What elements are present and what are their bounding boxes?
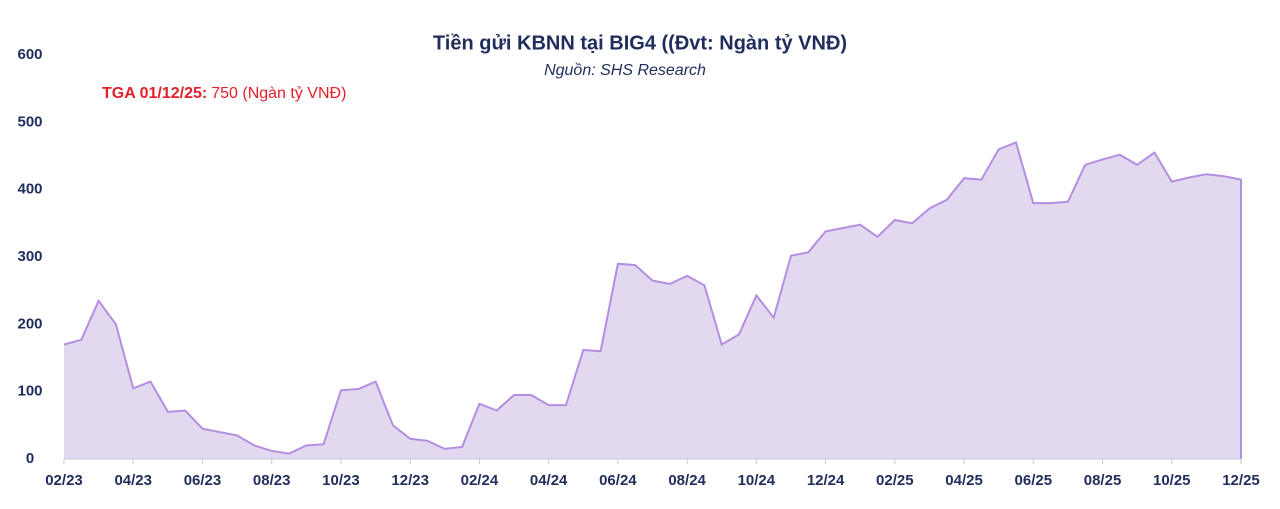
x-tick-label: 04/23	[114, 472, 152, 489]
x-tick-label: 10/23	[322, 472, 360, 489]
x-tick-label: 08/25	[1084, 472, 1122, 489]
x-tick-label: 02/24	[461, 472, 499, 489]
annotation-text: 750 (Ngàn tỷ VNĐ)	[211, 85, 346, 102]
area	[64, 142, 1241, 459]
y-tick-label: 500	[17, 113, 42, 130]
x-tick-label: 08/24	[668, 472, 706, 489]
annotation: TGA 01/12/25: 750 (Ngàn tỷ VNĐ)	[102, 85, 346, 102]
x-tick-label: 06/23	[184, 472, 222, 489]
annotation-label: TGA 01/12/25:	[102, 85, 207, 102]
y-tick-label: 100	[17, 383, 42, 400]
y-tick-label: 200	[17, 315, 42, 332]
x-tick-label: 04/25	[945, 472, 983, 489]
y-tick-label: 0	[26, 450, 34, 467]
x-tick-label: 10/24	[738, 472, 776, 489]
x-tick-label: 02/25	[876, 472, 914, 489]
x-tick-label: 12/25	[1222, 472, 1260, 489]
x-tick-label: 10/25	[1153, 472, 1191, 489]
x-tick-label: 12/24	[807, 472, 845, 489]
x-tick-label: 06/24	[599, 472, 637, 489]
chart-subtitle: Nguồn: SHS Research	[544, 62, 706, 79]
x-tick-label: 02/23	[45, 472, 83, 489]
x-tick-label: 08/23	[253, 472, 291, 489]
line	[63, 141, 1242, 459]
y-tick-label: 400	[17, 181, 42, 198]
y-tick-label: 600	[17, 46, 42, 63]
chart-title: Tiền gửi KBNN tại BIG4 ((Đvt: Ngàn tỷ VN…	[433, 32, 847, 54]
y-tick-label: 300	[17, 248, 42, 265]
x-tick-label: 04/24	[530, 472, 568, 489]
x-tick-label: 06/25	[1015, 472, 1053, 489]
x-tick-label: 12/23	[391, 472, 429, 489]
